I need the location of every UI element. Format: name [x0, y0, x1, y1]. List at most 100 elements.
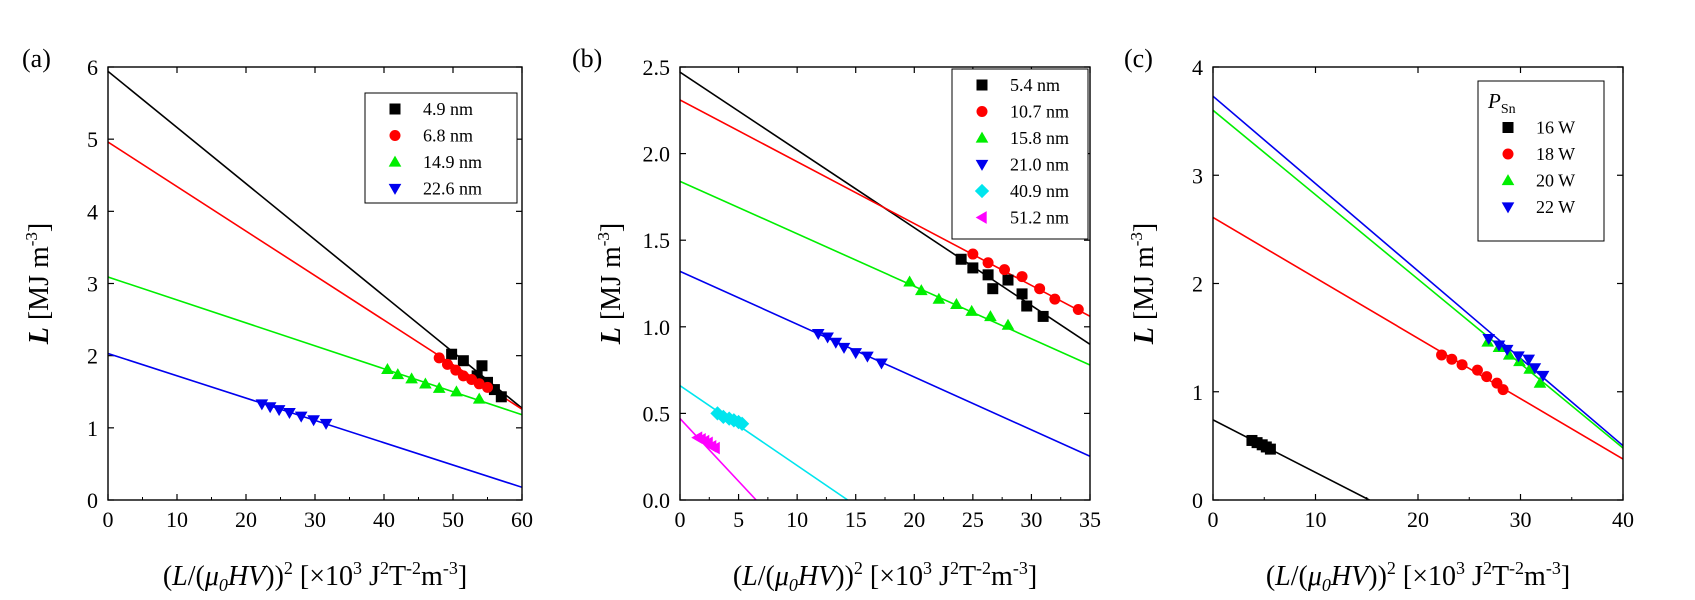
- legend-label: 14.9 nm: [423, 152, 482, 172]
- data-point: [307, 415, 320, 427]
- x-tick-label: 15: [845, 507, 867, 532]
- series-22-W: [1482, 334, 1550, 382]
- data-point: [1446, 353, 1458, 365]
- chart-panel-b: (b) 0 5 10 15 20 25 30 35 0.0 0.5 1.0 1.5 2.0 2.5 5.4 n…: [572, 44, 1101, 595]
- data-point: [482, 381, 493, 393]
- data-point: [1049, 293, 1061, 305]
- data-point: [1471, 364, 1483, 376]
- x-tick-label: 10: [1305, 507, 1327, 532]
- y-tick-label: 3: [87, 272, 98, 297]
- legend-label: 10.7 nm: [1010, 102, 1069, 122]
- y-tick-label: 1: [1192, 380, 1203, 405]
- series-22.6-nm: [255, 399, 333, 430]
- plot-frame: [1212, 66, 1624, 501]
- data-point: [967, 262, 979, 274]
- legend-marker: [1502, 122, 1514, 133]
- data-point: [811, 329, 825, 341]
- data-point: [875, 358, 888, 370]
- legend-box: [1477, 80, 1605, 242]
- series-10.7-nm: [967, 248, 1084, 315]
- legend-marker: [976, 79, 988, 91]
- plot-frame: [107, 66, 523, 501]
- fit-line-16-W: [1213, 419, 1371, 500]
- y-tick-label: 0: [1192, 488, 1203, 513]
- data-point: [708, 441, 720, 455]
- data-point: [1001, 318, 1015, 330]
- x-axis-label: (L/(μ0HV))2 [×103 J2T-2m-3]: [733, 558, 1037, 595]
- series-51.2-nm: [691, 431, 720, 455]
- series-16-W: [1246, 434, 1276, 455]
- chart-panel-a: (a) 0 10 20 30 40 50 60 0 1 2 3 4 5 6 4.9 nm 6.8 nm 14.9 …: [22, 44, 533, 595]
- data-point: [1536, 370, 1550, 382]
- series-6.8-nm: [433, 352, 493, 393]
- panel-label: (a): [22, 44, 51, 73]
- tick-group: 0 5 10 15 20 25 30 35 0.0 0.5 1.0 1.5 2.0 2.5: [643, 55, 1102, 532]
- data-point: [987, 283, 999, 295]
- legend-label: 18 W: [1536, 144, 1575, 164]
- data-point: [381, 363, 394, 375]
- x-tick-label: 35: [1079, 507, 1101, 532]
- fit-line-21.0-nm: [680, 270, 1090, 457]
- x-tick-label: 50: [442, 507, 464, 532]
- data-point: [255, 399, 269, 411]
- data-point: [457, 355, 469, 367]
- data-point: [263, 402, 277, 414]
- legend-marker: [1502, 148, 1514, 160]
- legend-marker: [974, 183, 990, 199]
- data-point: [1456, 359, 1468, 371]
- tick-group: 0 10 20 30 40 0 1 2 3 4: [1192, 55, 1634, 532]
- data-point: [837, 342, 851, 354]
- legend: 5.4 nm 10.7 nm 15.8 nm 21.0 nm 40.9 nm 51.2 n…: [951, 68, 1089, 240]
- data-point: [1481, 371, 1493, 383]
- data-point: [476, 360, 488, 372]
- data-point: [1492, 340, 1506, 352]
- data-point: [391, 368, 405, 380]
- legend-marker: [389, 103, 401, 115]
- data-point: [1497, 384, 1509, 396]
- data-point: [472, 392, 486, 404]
- fit-line-22-W: [1213, 95, 1623, 447]
- data-point: [283, 408, 296, 420]
- data-point: [1034, 283, 1046, 295]
- data-point: [1016, 288, 1028, 300]
- y-tick-label: 0.5: [643, 401, 671, 426]
- data-point: [495, 391, 507, 403]
- data-point: [473, 378, 485, 390]
- series-21.0-nm: [811, 329, 888, 370]
- y-tick-label: 4: [1192, 55, 1203, 80]
- data-point: [1522, 354, 1536, 366]
- series-40.9-nm: [710, 406, 750, 431]
- data-point: [829, 337, 843, 349]
- y-tick-label: 1.5: [643, 228, 671, 253]
- legend-box: [951, 68, 1089, 240]
- data-point: [998, 264, 1010, 276]
- data-point: [450, 385, 463, 397]
- x-tick-label: 60: [511, 507, 533, 532]
- series-15.8-nm: [903, 275, 1015, 330]
- tick-group: 0 10 20 30 40 50 60 0 1 2 3 4 5 6: [87, 55, 533, 532]
- legend-label: 51.2 nm: [1010, 208, 1069, 228]
- fit-line-20-W: [1213, 109, 1623, 449]
- data-point: [441, 358, 453, 370]
- data-point: [903, 275, 916, 287]
- data-point: [1528, 363, 1542, 375]
- x-tick-label: 0: [103, 507, 114, 532]
- x-tick-label: 20: [235, 507, 257, 532]
- x-axis-label: (L/(μ0HV))2 [×103 J2T-2m-3]: [1266, 558, 1570, 595]
- y-tick-label: 0: [87, 488, 98, 513]
- data-point: [967, 248, 979, 260]
- data-point: [1512, 351, 1525, 363]
- x-tick-label: 10: [786, 507, 808, 532]
- series-18-W: [1436, 349, 1509, 396]
- data-point: [932, 292, 946, 304]
- x-tick-label: 0: [675, 507, 686, 532]
- y-tick-label: 2: [87, 344, 98, 369]
- x-tick-label: 40: [1612, 507, 1634, 532]
- data-point: [432, 381, 446, 393]
- legend-marker: [389, 130, 401, 141]
- data-point: [294, 411, 308, 423]
- legend-label: 40.9 nm: [1010, 181, 1069, 201]
- y-tick-label: 1: [87, 416, 98, 441]
